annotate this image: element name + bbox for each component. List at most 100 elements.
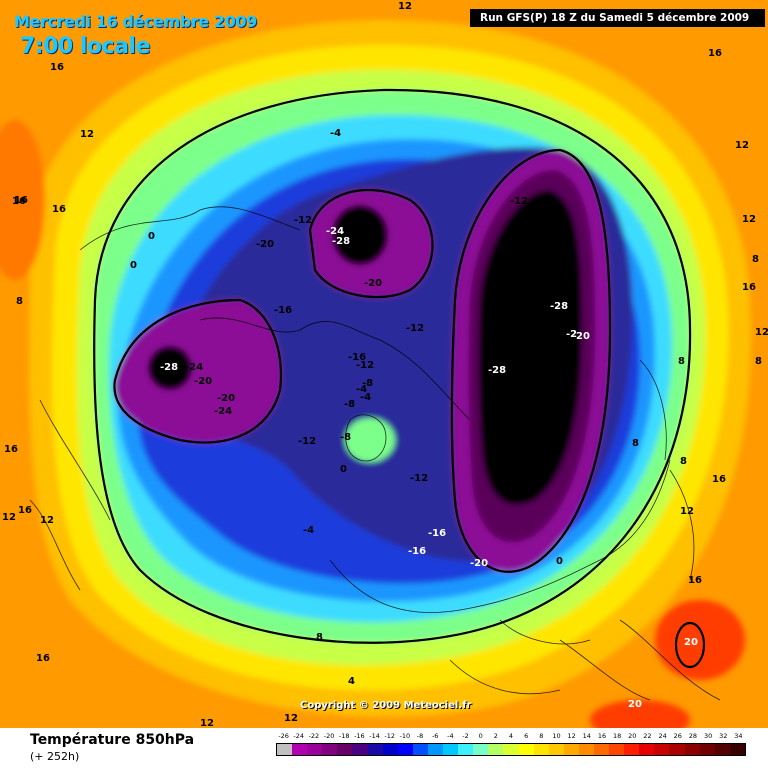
scale-label: 6 (524, 732, 529, 740)
scale-swatch (277, 744, 293, 755)
band-16-west (0, 120, 45, 280)
scale-label: 0 (478, 732, 483, 740)
lead-time: (+ 252h) (30, 750, 80, 763)
scale-swatch (714, 744, 730, 755)
forecast-time: 7:00 locale (20, 34, 150, 59)
contour-label: -24 (326, 226, 344, 237)
scale-swatch (473, 744, 489, 755)
scale-swatch (367, 744, 383, 755)
scale-swatch (639, 744, 655, 755)
isotherm-m20-central (308, 188, 434, 299)
scale-label: 28 (688, 732, 698, 740)
contour-label: 16 (14, 195, 28, 206)
contour-label: 20 (576, 331, 590, 342)
scale-swatch (427, 744, 444, 755)
scale-label: -26 (278, 732, 289, 740)
contour-label: 12 (680, 506, 694, 517)
contour-label: -12 (410, 473, 428, 484)
scale-label: 12 (567, 732, 576, 740)
contour-label: 16 (50, 62, 64, 73)
scale-swatch (624, 744, 640, 755)
scale-swatch (382, 744, 398, 755)
model-run-label: Run GFS(P) 18 Z du Samedi 5 décembre 200… (470, 9, 765, 27)
contour-label: 8 (678, 356, 685, 367)
temperature-bands (0, 20, 752, 728)
scale-swatch (307, 744, 323, 755)
contour-label: -16 (408, 546, 426, 557)
contour-label: 4 (348, 676, 355, 687)
scale-label: 34 (734, 732, 743, 740)
scale-label: 4 (508, 732, 514, 740)
scale-swatch (337, 744, 353, 755)
isotherm-m20-east (450, 148, 612, 573)
scale-swatch (609, 744, 625, 755)
contour-label: 16 (708, 48, 722, 59)
scale-label: 20 (628, 732, 637, 740)
scale-swatch (458, 744, 474, 755)
contour-label: -28 (488, 365, 506, 376)
isotherm-warm-blob (674, 621, 706, 669)
contour-label: 0 (340, 464, 347, 475)
contour-label: 16 (742, 282, 756, 293)
band-m20-west (114, 300, 281, 443)
scale-label: -8 (416, 732, 424, 740)
scale-swatch (443, 744, 459, 755)
scale-label: 30 (703, 732, 713, 740)
contour-label: -8 (340, 432, 351, 443)
contour-label: -28 (550, 301, 568, 312)
contour-label: -24 (185, 362, 203, 373)
band-20-east (655, 600, 745, 680)
isotherm-lines (93, 88, 706, 669)
contour-label: -12 (406, 323, 424, 334)
scale-label: 8 (539, 732, 544, 740)
contour-label: -8 (344, 399, 355, 410)
scale-labels: -26 -24 -22 -20 -18 -16 -14 -12 -10 -8 -6 -4 -2 0 2 4 6 8… (276, 732, 746, 742)
scale-label: 16 (597, 732, 607, 740)
contour-label: 16 (12, 196, 26, 207)
scale-swatch (503, 744, 519, 755)
contour-label: 8 (316, 632, 323, 643)
contour-label: 12 (2, 512, 16, 523)
scale-label: 24 (658, 732, 667, 740)
contour-label: -28 (332, 236, 350, 247)
band-m28-central (332, 205, 388, 265)
contour-label: -16 (274, 305, 292, 316)
legend-panel: Température 850hPa (+ 252h) -26 -24 -22 -20… (0, 728, 768, 768)
contour-label: 12 (200, 718, 214, 728)
scale-swatch (669, 744, 685, 755)
scale-swatch (352, 744, 368, 755)
scale-label: -6 (431, 732, 439, 740)
scale-bar (276, 743, 746, 756)
scale-label: -12 (384, 732, 396, 740)
contour-label: 12 (284, 713, 298, 724)
contour-label: 16 (4, 444, 18, 455)
contour-label: -24 (214, 406, 232, 417)
isotherm-m20-west (113, 298, 282, 444)
scale-label: 22 (643, 732, 652, 740)
contour-label: -12 (510, 196, 528, 207)
contour-label: 16 (52, 204, 66, 215)
contour-label: 0 (556, 556, 563, 567)
temperature-map: 12 16 16 12 16 16 12 -4 -12 -24 -28 -20 … (0, 0, 768, 728)
scale-label: 32 (719, 732, 728, 740)
contour-label: -24 (534, 221, 552, 232)
scale-label: -18 (338, 732, 350, 740)
scale-label: -24 (293, 732, 305, 740)
contour-label: -28 (160, 362, 178, 373)
scale-swatch (593, 744, 610, 755)
scale-label: -14 (369, 732, 380, 740)
band-20-south (590, 700, 690, 728)
band-m28-east (478, 190, 582, 505)
contour-label: 16 (712, 474, 726, 485)
contour-label: 16 (18, 505, 32, 516)
scale-label: -10 (399, 732, 411, 740)
scale-swatch (729, 744, 745, 755)
scale-swatch (397, 744, 413, 755)
scale-swatch (548, 744, 564, 755)
scale-swatch (654, 744, 670, 755)
color-scale: -26 -24 -22 -20 -18 -16 -14 -12 -10 -8 -6 -4 -2 0 2 4 6 8… (276, 732, 746, 764)
band-m28-west (148, 346, 192, 390)
coastlines (29, 206, 721, 701)
contour-label: 12 (40, 515, 54, 526)
